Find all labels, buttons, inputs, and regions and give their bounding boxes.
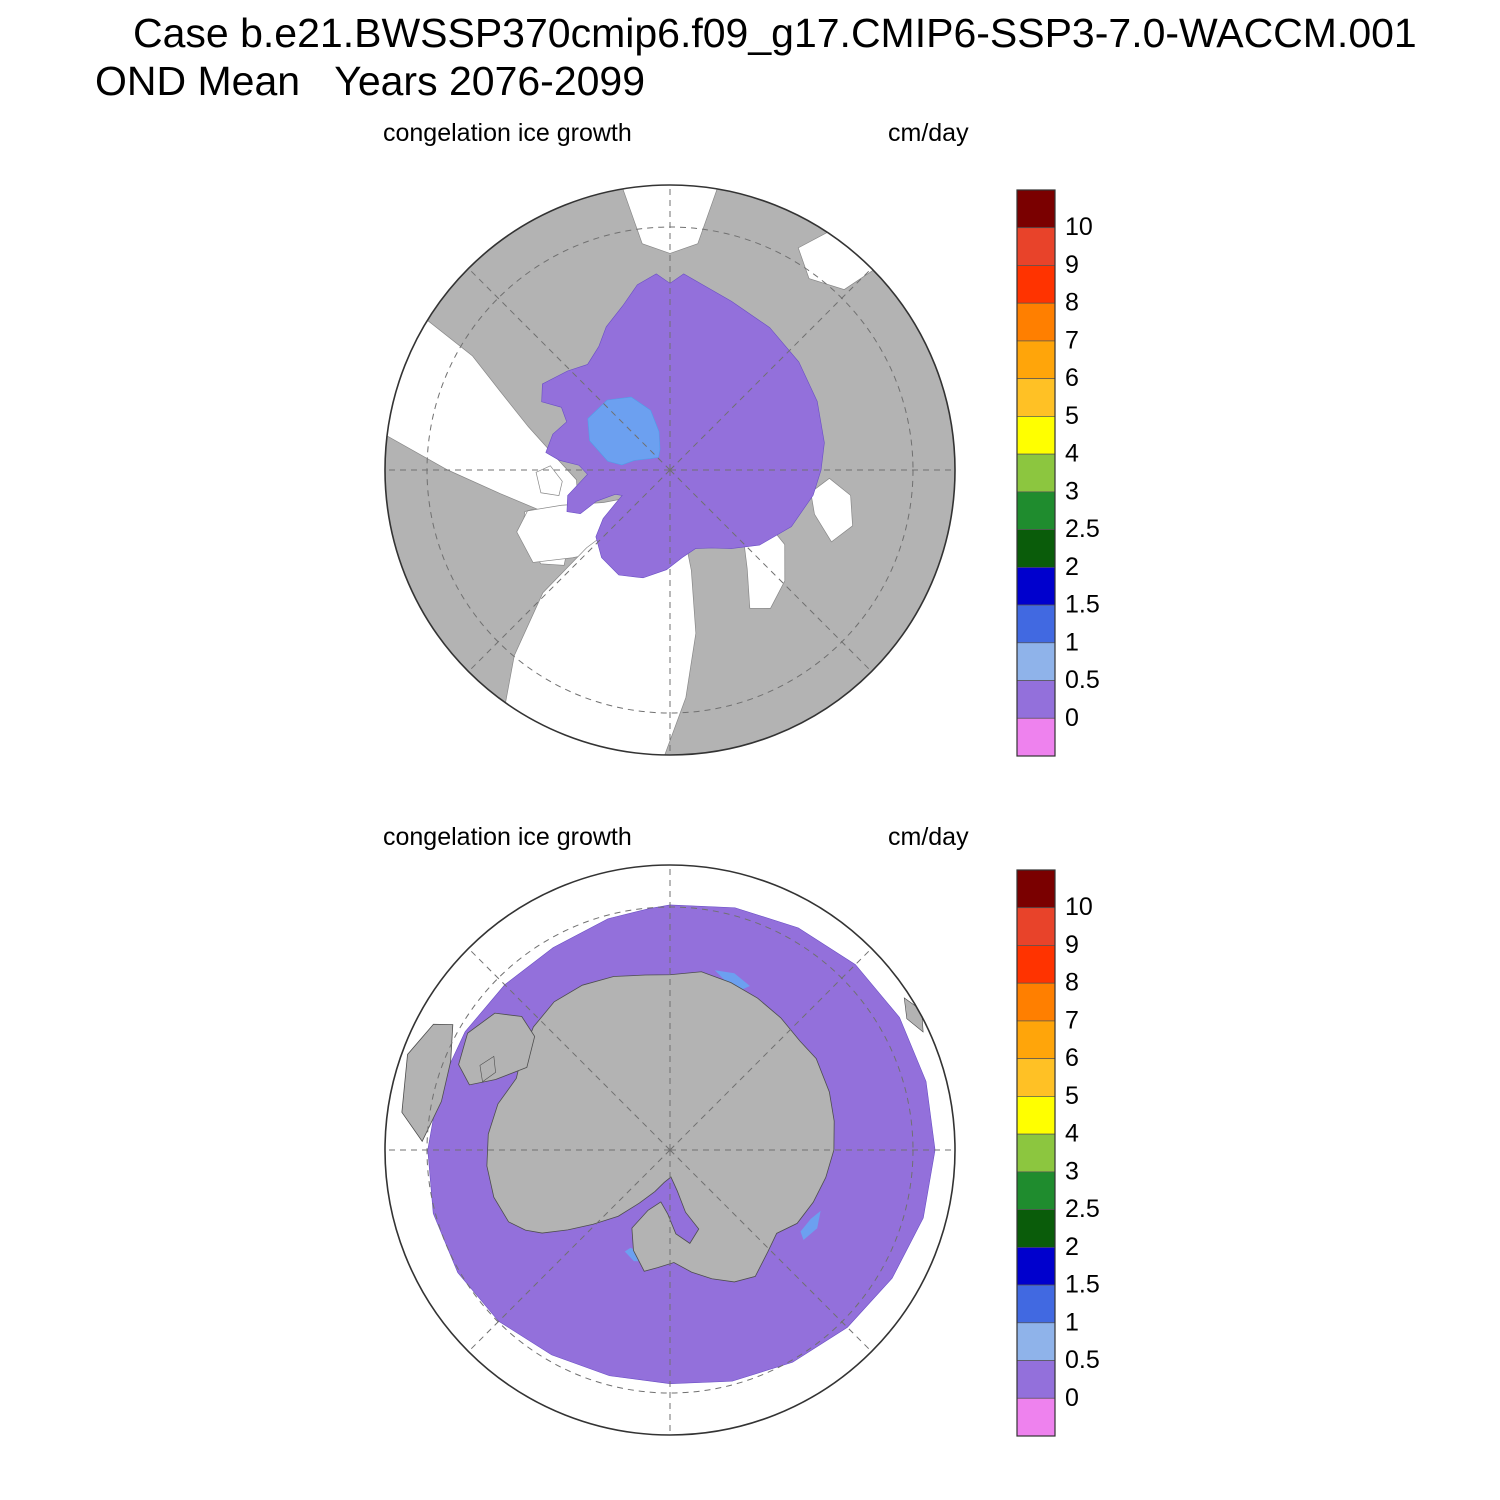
svg-text:4: 4 [1065,1120,1079,1148]
svg-text:1.5: 1.5 [1065,591,1100,619]
svg-text:2.5: 2.5 [1065,1195,1100,1223]
svg-text:9: 9 [1065,251,1079,279]
svg-text:2: 2 [1065,553,1079,581]
svg-text:5: 5 [1065,402,1079,430]
svg-text:10: 10 [1065,893,1093,921]
svg-text:2: 2 [1065,1233,1079,1261]
svg-text:0: 0 [1065,704,1079,732]
svg-text:8: 8 [1065,969,1079,997]
svg-text:5: 5 [1065,1082,1079,1110]
svg-text:1: 1 [1065,1308,1079,1336]
svg-text:0.5: 0.5 [1065,1346,1100,1374]
svg-text:3: 3 [1065,477,1079,505]
svg-text:3: 3 [1065,1157,1079,1185]
svg-text:1: 1 [1065,628,1079,656]
svg-text:6: 6 [1065,1044,1079,1072]
svg-text:10: 10 [1065,213,1093,241]
svg-text:0: 0 [1065,1384,1079,1412]
svg-text:1.5: 1.5 [1065,1271,1100,1299]
svg-text:4: 4 [1065,440,1079,468]
svg-text:0.5: 0.5 [1065,666,1100,694]
svg-text:8: 8 [1065,289,1079,317]
svg-text:2.5: 2.5 [1065,515,1100,543]
svg-text:7: 7 [1065,1006,1079,1034]
svg-text:9: 9 [1065,931,1079,959]
svg-text:7: 7 [1065,326,1079,354]
svg-text:6: 6 [1065,364,1079,392]
